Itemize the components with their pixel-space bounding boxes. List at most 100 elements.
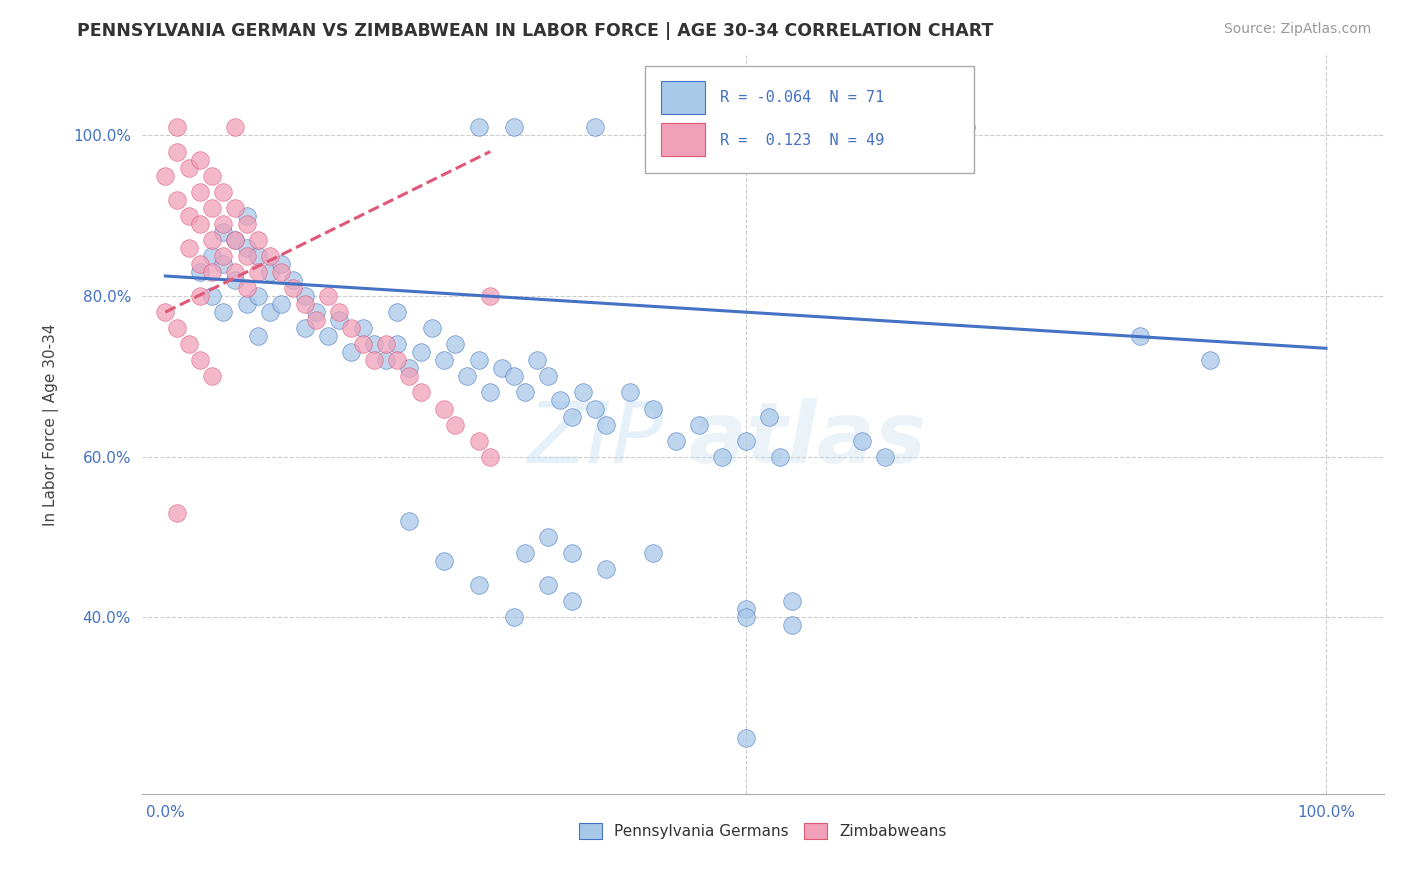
Point bbox=[201, 201, 224, 215]
Point bbox=[259, 249, 281, 263]
Point bbox=[420, 321, 443, 335]
Point bbox=[654, 120, 676, 135]
Point bbox=[177, 161, 200, 175]
Point bbox=[235, 217, 257, 231]
Point bbox=[363, 353, 385, 368]
Point bbox=[561, 409, 583, 424]
Point bbox=[212, 217, 235, 231]
Text: atlas: atlas bbox=[689, 398, 927, 481]
Point bbox=[433, 554, 456, 568]
Bar bbox=[661, 81, 704, 114]
Point bbox=[793, 120, 815, 135]
Point bbox=[247, 265, 270, 279]
Point bbox=[224, 233, 246, 247]
Point bbox=[188, 257, 211, 271]
Point bbox=[224, 265, 246, 279]
Point bbox=[247, 289, 270, 303]
Point bbox=[851, 120, 873, 135]
Point bbox=[247, 329, 270, 343]
Point bbox=[340, 345, 363, 359]
Text: ZIP: ZIP bbox=[527, 398, 664, 481]
Point bbox=[665, 434, 688, 448]
Point bbox=[294, 289, 316, 303]
Point bbox=[734, 610, 756, 624]
Point bbox=[201, 233, 224, 247]
Point bbox=[328, 305, 350, 319]
Text: R =  0.123  N = 49: R = 0.123 N = 49 bbox=[720, 133, 884, 147]
Point bbox=[305, 313, 328, 327]
Point bbox=[467, 578, 489, 592]
Point bbox=[177, 337, 200, 351]
Point bbox=[294, 321, 316, 335]
Point bbox=[734, 120, 756, 135]
Point bbox=[212, 185, 235, 199]
Point bbox=[201, 169, 224, 183]
Point bbox=[479, 450, 502, 464]
Point bbox=[619, 385, 641, 400]
Point bbox=[235, 209, 257, 223]
Point bbox=[583, 120, 606, 135]
Point bbox=[281, 281, 304, 295]
Point bbox=[502, 610, 524, 624]
Point bbox=[444, 417, 467, 432]
Point bbox=[247, 233, 270, 247]
Point bbox=[1129, 329, 1152, 343]
Point bbox=[502, 369, 524, 384]
Text: R = -0.064  N = 71: R = -0.064 N = 71 bbox=[720, 90, 884, 105]
Point bbox=[456, 369, 478, 384]
Point bbox=[479, 289, 502, 303]
Point bbox=[294, 297, 316, 311]
Point bbox=[166, 506, 188, 520]
Point bbox=[467, 434, 489, 448]
Point bbox=[305, 305, 328, 319]
Point bbox=[734, 602, 756, 616]
Point bbox=[224, 233, 246, 247]
Point bbox=[224, 120, 246, 135]
Point bbox=[387, 305, 409, 319]
Point bbox=[166, 193, 188, 207]
Point bbox=[188, 265, 211, 279]
Point bbox=[177, 241, 200, 255]
Point bbox=[259, 265, 281, 279]
Point bbox=[188, 185, 211, 199]
Point bbox=[387, 353, 409, 368]
Point bbox=[201, 289, 224, 303]
Point bbox=[444, 337, 467, 351]
Point bbox=[409, 385, 432, 400]
Point bbox=[259, 305, 281, 319]
Text: PENNSYLVANIA GERMAN VS ZIMBABWEAN IN LABOR FORCE | AGE 30-34 CORRELATION CHART: PENNSYLVANIA GERMAN VS ZIMBABWEAN IN LAB… bbox=[77, 22, 994, 40]
Point bbox=[769, 450, 792, 464]
Point bbox=[502, 120, 524, 135]
Point bbox=[537, 578, 560, 592]
Point bbox=[235, 297, 257, 311]
Point bbox=[316, 329, 339, 343]
Point bbox=[374, 353, 396, 368]
Point bbox=[433, 401, 456, 416]
Point bbox=[561, 594, 583, 608]
Point bbox=[641, 401, 664, 416]
Point bbox=[235, 281, 257, 295]
Point bbox=[224, 273, 246, 287]
Point bbox=[513, 385, 536, 400]
Point bbox=[352, 321, 374, 335]
Point bbox=[235, 249, 257, 263]
Point bbox=[201, 369, 224, 384]
Point bbox=[166, 120, 188, 135]
Point bbox=[188, 289, 211, 303]
Point bbox=[537, 530, 560, 544]
Point bbox=[873, 450, 896, 464]
Point bbox=[188, 153, 211, 167]
Point bbox=[467, 120, 489, 135]
Point bbox=[235, 241, 257, 255]
Point bbox=[595, 417, 617, 432]
FancyBboxPatch shape bbox=[645, 66, 974, 173]
Point bbox=[188, 353, 211, 368]
Point bbox=[212, 305, 235, 319]
Point bbox=[1199, 353, 1222, 368]
Point bbox=[387, 337, 409, 351]
Point bbox=[815, 120, 838, 135]
Point bbox=[758, 409, 780, 424]
Point bbox=[711, 450, 734, 464]
Point bbox=[769, 120, 792, 135]
Point bbox=[734, 434, 756, 448]
